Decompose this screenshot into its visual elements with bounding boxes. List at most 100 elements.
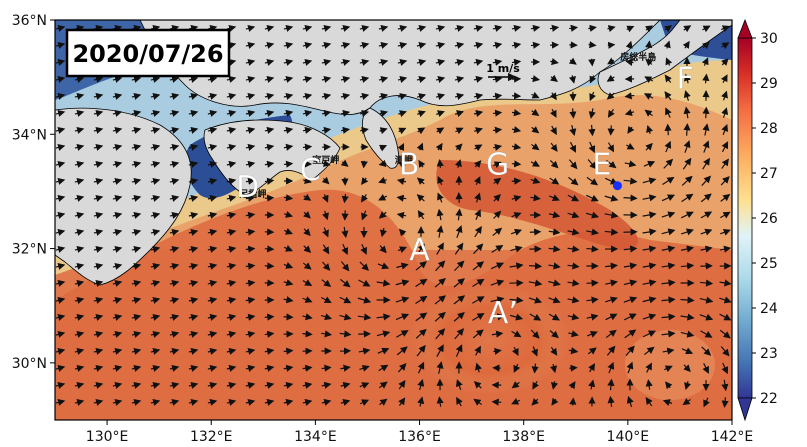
current-vector [665,107,672,118]
current-vector [131,75,142,83]
current-vector-field [55,24,732,408]
current-vector [321,58,332,66]
current-vector [207,211,218,219]
current-vector [699,313,714,321]
current-vector [131,262,142,270]
current-vector [93,228,104,236]
current-vector [661,330,676,338]
current-vector [131,245,142,253]
current-vector [623,296,638,304]
current-vector [379,110,388,118]
current-vector [321,398,332,406]
current-vector [642,177,657,185]
current-vector [720,211,731,219]
current-vector [360,126,369,134]
current-vector [661,279,676,287]
current-vector [397,161,406,169]
current-vector [169,330,180,338]
current-vector [93,313,104,321]
current-vector [606,92,615,100]
current-vector [283,347,294,355]
current-vector [454,242,464,255]
current-vector [549,24,560,32]
current-vector [169,126,180,134]
current-vector [588,24,597,32]
current-vector [588,108,596,119]
current-vector [472,278,485,287]
current-vector [302,313,313,321]
current-vector [357,296,372,304]
current-vector [207,177,218,185]
current-vector [548,313,560,321]
region-label: A [409,233,430,268]
current-vector [531,75,541,83]
current-vector [150,381,161,389]
current-vector [720,74,728,83]
current-vector [417,396,425,407]
current-vector [93,194,104,202]
current-vector [642,245,657,253]
current-vector [245,330,256,338]
current-vector [131,347,142,355]
current-vector [680,262,695,270]
current-vector [607,395,615,408]
current-vector [207,160,218,168]
current-vector [55,228,66,236]
current-vector [226,313,237,321]
current-vector [511,194,522,202]
current-vector [397,93,408,100]
current-vector [264,41,275,49]
current-vector [473,41,484,49]
current-vector [701,175,712,186]
current-vector [188,75,199,83]
current-vector [150,177,161,185]
current-vector [642,262,657,270]
current-vector [283,227,293,235]
current-vector [283,296,294,304]
current-vector [721,124,729,136]
current-vector [719,329,731,339]
current-vector [169,160,180,168]
current-vector [93,262,104,270]
current-vector [226,347,237,355]
current-vector [626,142,635,150]
current-vector [721,58,729,66]
region-label: F [676,62,693,97]
current-vector [150,313,161,321]
current-vector [322,244,330,255]
current-vector [682,40,690,49]
current-vector [398,228,407,237]
current-vector [623,313,637,321]
current-vector [530,329,540,339]
current-vector [74,279,85,287]
current-vector [511,143,522,151]
current-vector [150,398,161,406]
current-vector [588,141,596,154]
current-vector [226,194,237,202]
current-vector [322,159,331,167]
current-vector [626,361,634,374]
current-vector [569,397,577,406]
current-vector [302,330,313,338]
current-vector [663,158,674,169]
colorbar-tick-label: 28 [760,121,778,137]
current-vector [642,330,656,338]
current-vector [398,397,406,406]
current-vector [112,92,123,100]
current-vector [378,194,388,201]
current-vector [664,140,672,153]
current-vector [169,381,180,389]
current-vector [264,92,275,100]
current-vector [302,24,313,32]
current-vector [702,73,710,84]
current-vector [93,126,104,134]
current-vector [93,92,104,100]
current-vector [303,245,312,254]
current-vector [683,106,691,119]
current-vector [397,41,408,49]
current-vector [417,243,425,254]
current-vector [264,58,275,66]
current-vector [226,364,237,372]
current-vector [568,57,577,65]
current-vector [550,74,558,82]
